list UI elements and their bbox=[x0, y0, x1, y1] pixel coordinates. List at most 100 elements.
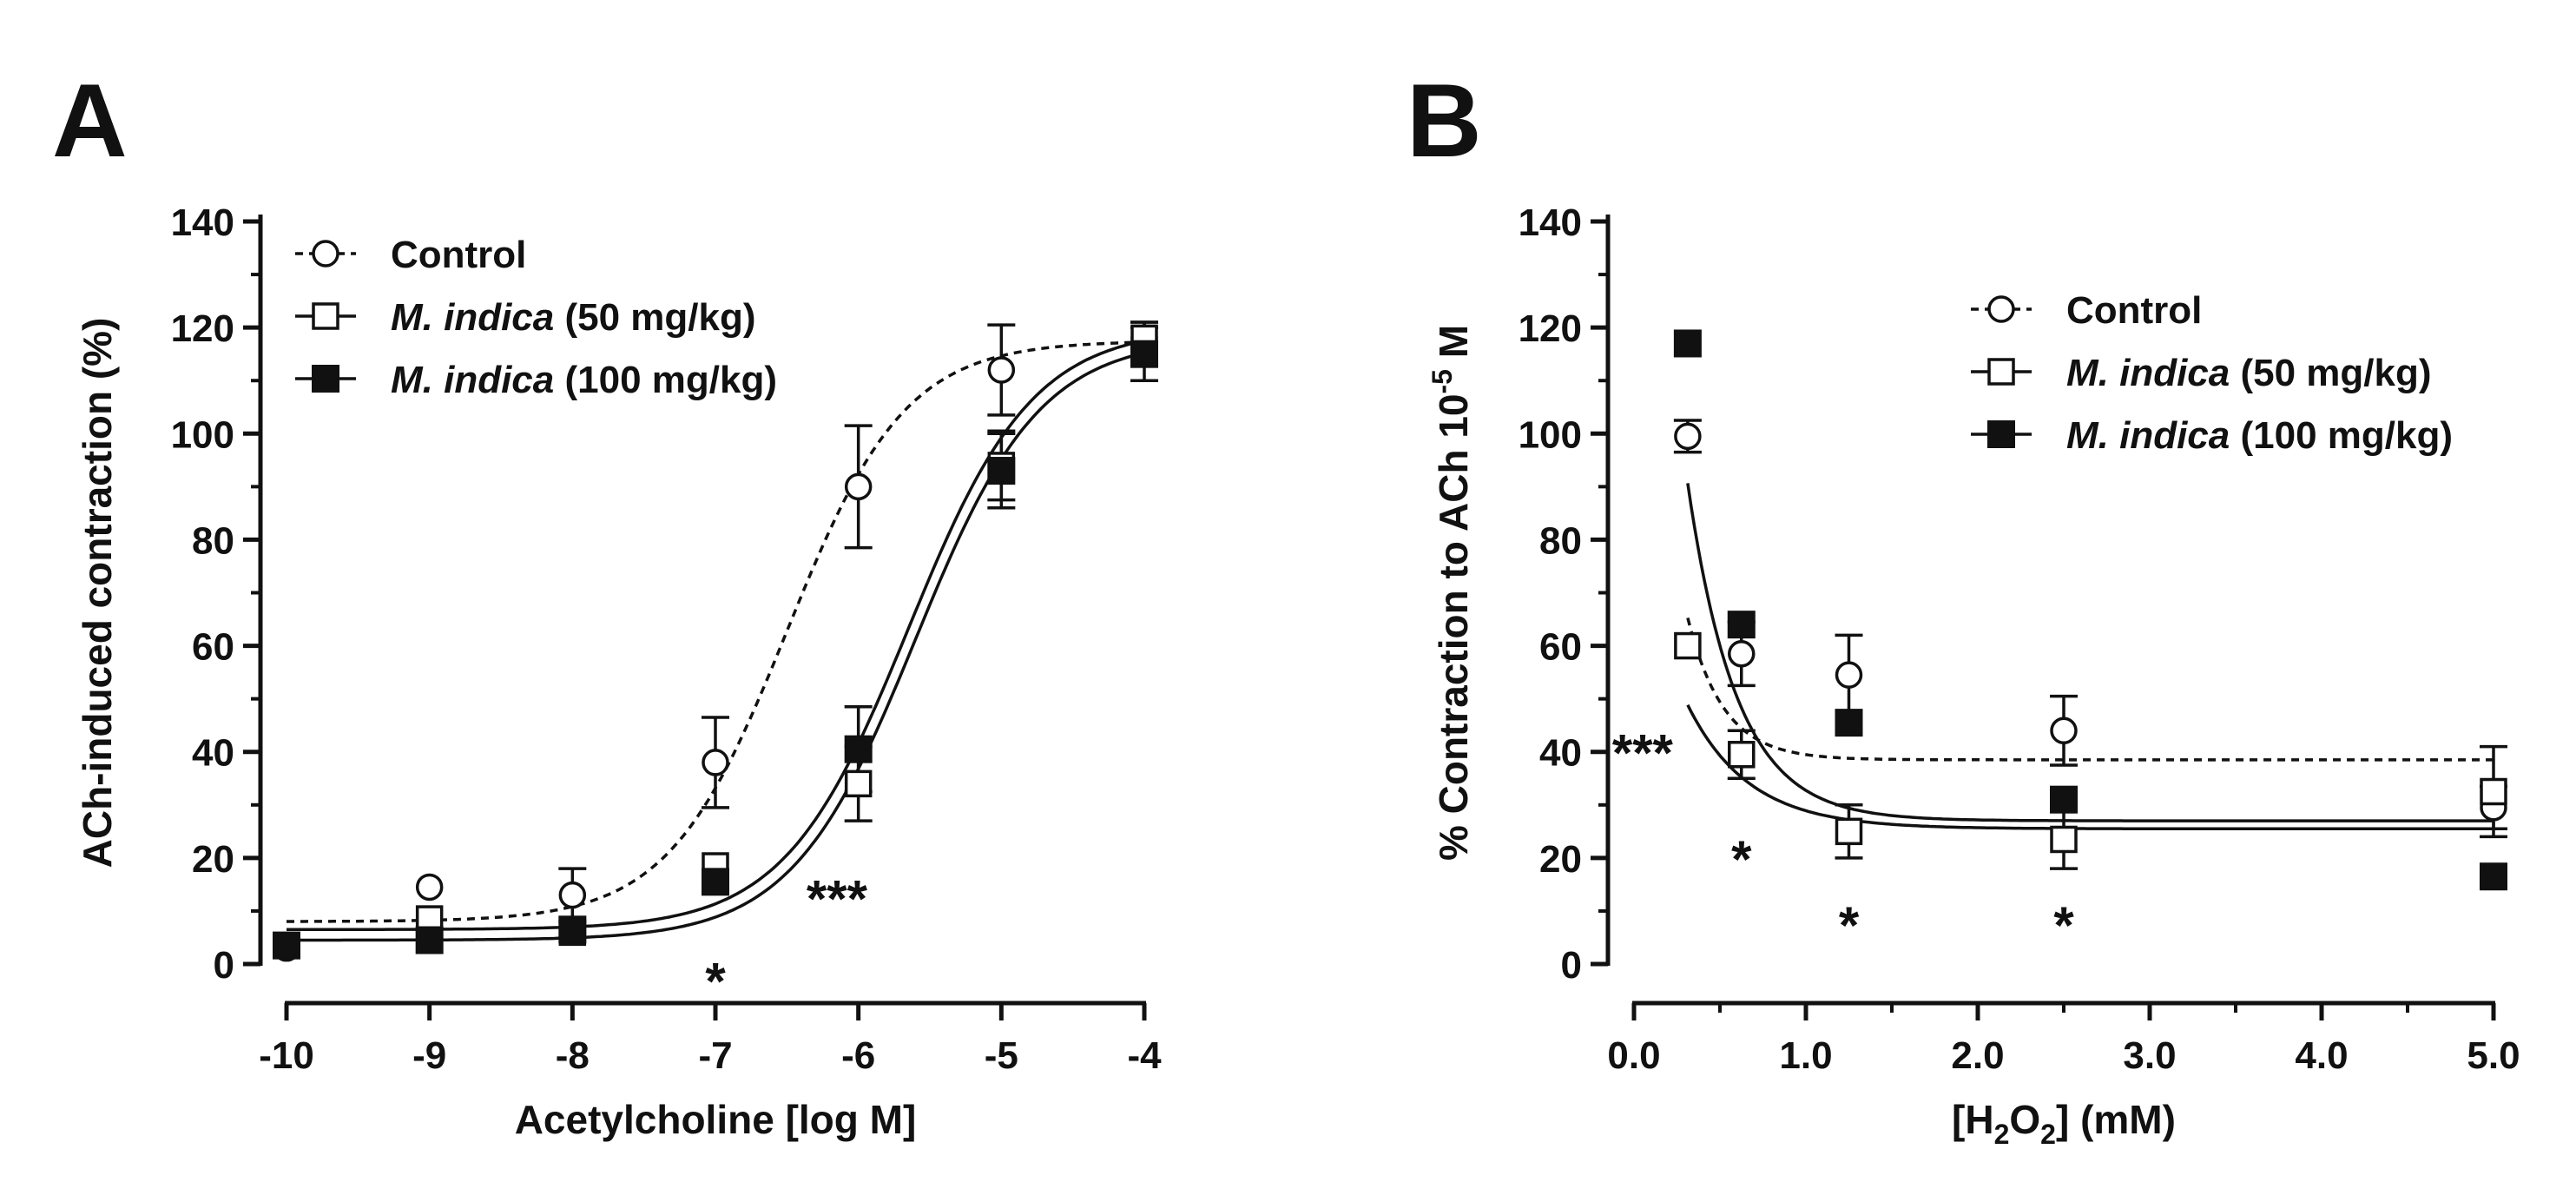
data-point-open-circle bbox=[702, 749, 729, 776]
y-tick-label: 20 bbox=[192, 838, 234, 881]
data-point-open-circle bbox=[1835, 661, 1863, 689]
legend-label: M. indica (100 mg/kg) bbox=[391, 359, 777, 401]
y-tick-label: 100 bbox=[171, 413, 234, 456]
x-tick-label: -6 bbox=[841, 1034, 875, 1077]
y-tick-label: 120 bbox=[171, 307, 234, 350]
panel-label: B bbox=[1407, 63, 1482, 179]
data-point-open-circle bbox=[987, 356, 1016, 384]
panel-label: A bbox=[52, 63, 128, 179]
significance-annotation: * bbox=[1731, 830, 1752, 888]
y-tick-label: 60 bbox=[1539, 626, 1582, 669]
y-axis-title: % Contraction to ACh 10-5 M bbox=[1426, 325, 1476, 861]
legend-label-text: Control bbox=[2066, 289, 2202, 332]
data-point-open-square bbox=[2480, 777, 2507, 806]
fit-curve-open-circle bbox=[287, 340, 1145, 923]
data-point-filled-square bbox=[844, 735, 873, 763]
y-tick-label: 100 bbox=[1519, 413, 1582, 456]
significance-annotation: *** bbox=[807, 870, 868, 928]
x-tick-label: -4 bbox=[1127, 1034, 1162, 1077]
y-tick-label: 80 bbox=[1539, 519, 1582, 562]
legend-label-text: Control bbox=[391, 234, 526, 276]
x-tick-label: 4.0 bbox=[2295, 1034, 2348, 1077]
legend-label: Control bbox=[391, 234, 526, 276]
data-point-filled-square bbox=[987, 457, 1016, 485]
fit-curve-open-circle bbox=[1686, 617, 2494, 762]
data-point-open-square bbox=[2050, 825, 2078, 854]
y-tick-label: 40 bbox=[1539, 732, 1582, 775]
legend-label-text: (50 mg/kg) bbox=[554, 296, 755, 339]
x-tick-label: 5.0 bbox=[2467, 1034, 2520, 1077]
y-tick-label: 120 bbox=[1519, 307, 1582, 350]
x-axis-title-part: ] (mM) bbox=[2056, 1097, 2176, 1142]
x-axis-title: [H2O2] (mM) bbox=[1952, 1097, 2176, 1150]
legend-marker-filled-square bbox=[312, 365, 339, 393]
y-tick-label: 140 bbox=[1519, 201, 1582, 244]
legend-marker-open-square bbox=[1987, 358, 2015, 386]
legend-marker-filled-square bbox=[1987, 420, 2015, 448]
data-point-open-circle bbox=[844, 472, 873, 501]
y-tick-label: 20 bbox=[1539, 838, 1582, 881]
significance-annotation: * bbox=[705, 952, 726, 1010]
legend-label-italic: M. indica bbox=[2066, 414, 2230, 457]
x-tick-label: 3.0 bbox=[2123, 1034, 2176, 1077]
data-point-filled-square bbox=[2050, 785, 2078, 814]
legend-label-italic: M. indica bbox=[391, 296, 554, 339]
fit-curve-filled-square bbox=[1686, 483, 2494, 822]
data-point-open-square bbox=[844, 769, 873, 798]
data-point-filled-square bbox=[558, 915, 587, 944]
data-point-filled-square bbox=[1835, 709, 1863, 737]
data-point-open-circle bbox=[1674, 422, 1702, 451]
fit-curve-open-square bbox=[287, 339, 1145, 932]
legend-marker-open-circle bbox=[1987, 295, 2015, 323]
x-tick-label: -7 bbox=[698, 1034, 732, 1077]
y-tick-label: 40 bbox=[192, 732, 234, 775]
y-tick-label: 0 bbox=[1561, 944, 1582, 987]
x-tick-label: 0.0 bbox=[1607, 1034, 1660, 1077]
y-tick-label: 140 bbox=[171, 201, 234, 244]
legend-label-italic: M. indica bbox=[391, 359, 554, 401]
legend-label-text: (100 mg/kg) bbox=[554, 359, 777, 401]
x-axis-title-subscript: 2 bbox=[2040, 1119, 2056, 1150]
significance-annotation: * bbox=[1839, 896, 1860, 954]
x-axis-title-part: O bbox=[2009, 1097, 2040, 1142]
data-point-open-square bbox=[1835, 817, 1863, 846]
data-point-open-square bbox=[1728, 741, 1756, 769]
data-point-open-circle bbox=[415, 873, 444, 902]
legend-label-italic: M. indica bbox=[2066, 352, 2230, 394]
fit-curve-open-square bbox=[1686, 703, 2494, 831]
y-axis-title-part: M bbox=[1431, 325, 1476, 369]
x-tick-label: -8 bbox=[556, 1034, 590, 1077]
legend-label-text: (50 mg/kg) bbox=[2230, 352, 2431, 394]
x-axis-title-part: [H bbox=[1952, 1097, 1994, 1142]
legend-label: M. indica (50 mg/kg) bbox=[391, 296, 756, 339]
y-tick-label: 0 bbox=[214, 944, 234, 987]
data-point-filled-square bbox=[415, 926, 444, 954]
x-tick-label: -5 bbox=[985, 1034, 1018, 1077]
legend-marker-open-square bbox=[312, 302, 339, 330]
data-point-open-circle bbox=[2050, 717, 2078, 745]
y-axis-title: ACh-induced contraction (%) bbox=[75, 318, 120, 868]
y-axis-title-part: % Contraction to ACh 10 bbox=[1431, 394, 1476, 862]
data-point-open-circle bbox=[1728, 639, 1756, 668]
legend-label: Control bbox=[2066, 289, 2202, 332]
data-point-filled-square bbox=[1130, 340, 1158, 368]
data-point-filled-square bbox=[1673, 329, 1702, 358]
data-point-filled-square bbox=[273, 931, 300, 960]
legend-label: M. indica (50 mg/kg) bbox=[2066, 352, 2432, 394]
y-tick-label: 80 bbox=[192, 519, 234, 562]
panel-b: B 0 20 40 60 80 100 120 140 0.0 1.0 2.0 3.0 4.0 5.0 [H 2… bbox=[1407, 63, 2520, 1150]
data-point-filled-square bbox=[702, 868, 729, 896]
legend-label-text: (100 mg/kg) bbox=[2230, 414, 2453, 457]
x-tick-label: 1.0 bbox=[1779, 1034, 1832, 1077]
legend-marker-open-circle bbox=[312, 240, 339, 267]
x-axis-title: Acetylcholine [log M] bbox=[515, 1097, 917, 1142]
legend-label: M. indica (100 mg/kg) bbox=[2066, 414, 2453, 457]
panel-a: A 0 20 40 60 80 100 120 140 -10 -9 -8 -7 -6 -5 -4 Acetyl… bbox=[52, 63, 1162, 1142]
data-point-filled-square bbox=[1727, 611, 1756, 639]
x-tick-label: 2.0 bbox=[1951, 1034, 2004, 1077]
data-point-filled-square bbox=[2480, 862, 2507, 891]
y-axis-title-superscript: -5 bbox=[1426, 369, 1458, 393]
